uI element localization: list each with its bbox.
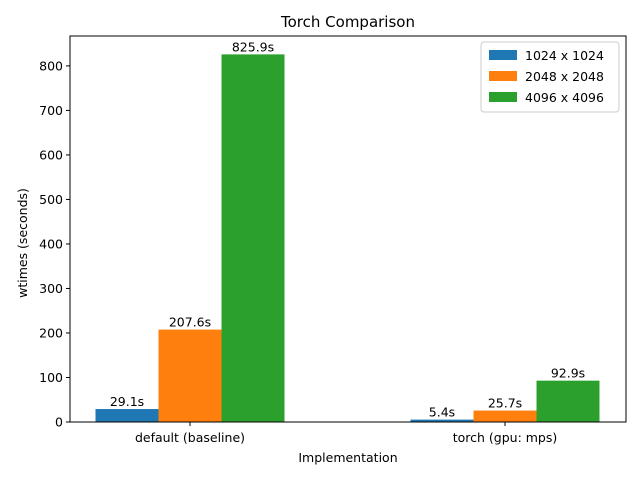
bar-1-2 — [410, 419, 474, 422]
legend-entry: 2048 x 2048 — [525, 69, 604, 84]
x-tick-label: torch (gpu: mps) — [453, 430, 558, 445]
bar-3-2 — [536, 380, 600, 422]
y-tick-label: 300 — [39, 281, 63, 296]
y-tick-label: 800 — [39, 58, 63, 73]
bar-1-1 — [95, 409, 159, 422]
bar-2-2 — [473, 410, 537, 422]
legend: 1024 x 1024 2048 x 2048 4096 x 4096 — [480, 41, 620, 113]
data-label: 825.9s — [232, 39, 274, 54]
data-label: 92.9s — [551, 366, 585, 381]
y-tick-label: 600 — [39, 147, 63, 162]
y-tick-label: 100 — [39, 370, 63, 385]
y-tick-label: 0 — [55, 415, 63, 430]
legend-entry: 4096 x 4096 — [525, 90, 604, 105]
data-label: 5.4s — [429, 405, 455, 420]
x-tick-label: default (baseline) — [135, 430, 245, 445]
y-axis-title: wtimes (seconds) — [15, 188, 30, 298]
y-tick-label: 400 — [39, 236, 63, 251]
bar-2-1 — [158, 329, 222, 422]
data-label: 207.6s — [169, 315, 211, 330]
y-tick-label: 700 — [39, 103, 63, 118]
bar-3-1 — [221, 54, 285, 423]
legend-entry: 1024 x 1024 — [525, 48, 604, 63]
y-tick-label: 500 — [39, 192, 63, 207]
axes-frame — [69, 35, 627, 423]
legend-swatch — [489, 71, 517, 81]
x-axis-title: Implementation — [298, 450, 397, 465]
plot-area: 29.1s 5.4s 207.6s 25.7s 825.9s 92.9s 0 100 200 30… — [39, 35, 627, 445]
chart-title: Torch Comparison — [280, 13, 415, 31]
legend-swatch — [489, 92, 517, 102]
data-label: 25.7s — [488, 396, 522, 411]
data-label: 29.1s — [110, 394, 144, 409]
y-tick-label: 200 — [39, 325, 63, 340]
legend-swatch — [489, 50, 517, 60]
